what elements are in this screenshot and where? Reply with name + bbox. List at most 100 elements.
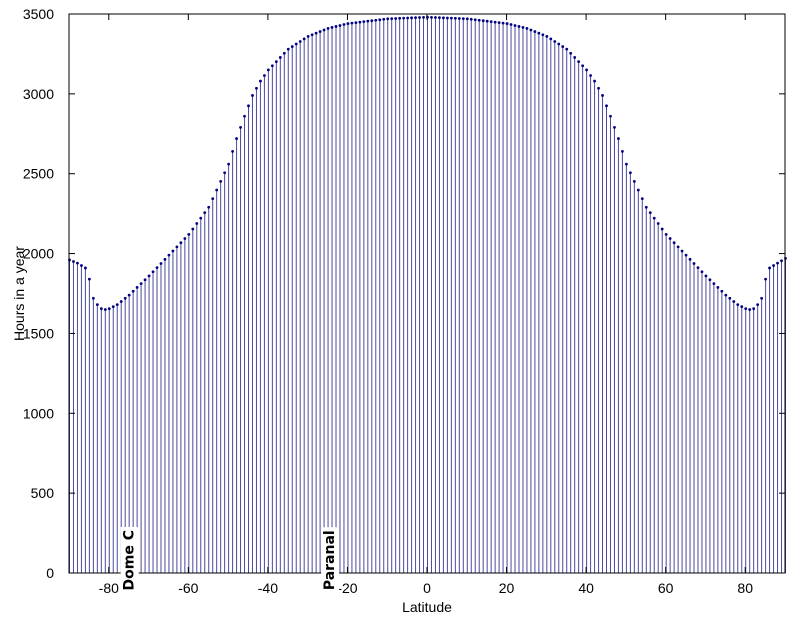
stem-marker: [235, 137, 238, 140]
stem-marker: [107, 307, 111, 311]
stem-marker: [740, 305, 744, 309]
stem-marker: [660, 227, 664, 231]
stem-marker: [481, 19, 485, 23]
stem-marker: [668, 237, 672, 240]
stem-marker: [617, 137, 620, 140]
stem-marker: [187, 233, 191, 236]
stem-marker: [87, 277, 91, 281]
annotation-background: [321, 527, 340, 594]
stem-marker: [310, 33, 314, 37]
annotation-label: Dome C: [122, 530, 138, 590]
stem-marker: [282, 51, 286, 55]
stem-marker: [342, 23, 346, 26]
stem-marker: [147, 274, 151, 278]
stem-marker: [338, 24, 342, 27]
stem-marker: [724, 293, 728, 297]
stem-marker: [219, 179, 223, 183]
stem-marker: [684, 253, 688, 257]
stem-marker: [215, 188, 219, 192]
stem-marker: [211, 197, 215, 201]
stem-marker: [346, 22, 350, 25]
stem-marker: [322, 28, 326, 32]
y-tick-label: 2000: [23, 246, 54, 262]
stem-marker: [251, 94, 254, 97]
stem-marker: [155, 266, 159, 270]
stem-marker: [545, 34, 549, 38]
stem-marker: [374, 18, 378, 22]
stem-marker: [72, 260, 75, 263]
stem-marker: [529, 28, 533, 32]
stem-marker: [768, 266, 771, 270]
stem-marker: [290, 45, 294, 48]
stem-marker: [442, 16, 445, 20]
x-tick-label: 80: [737, 580, 753, 596]
y-tick-label: 0: [46, 565, 54, 581]
annotation: Paranal: [321, 527, 340, 594]
stem-marker: [601, 94, 604, 97]
x-tick-label: -20: [337, 580, 357, 596]
stem-marker: [131, 289, 135, 293]
x-axis: -80 -60 -40 -20 0 20 40 60 80: [99, 14, 753, 596]
stem-marker: [438, 16, 441, 20]
stem-marker: [263, 74, 266, 77]
stem-marker: [621, 149, 624, 153]
annotation: Dome C: [120, 526, 139, 594]
annotation-label: Paranal: [322, 530, 338, 590]
stem-marker: [354, 21, 358, 25]
stem-marker: [744, 307, 748, 311]
stem-marker: [294, 42, 298, 46]
annotation-background: [120, 526, 139, 594]
stem-marker: [537, 31, 541, 35]
stem-marker: [91, 296, 95, 300]
stem-marker: [728, 296, 732, 300]
stem-marker: [640, 197, 644, 201]
stem-marker: [163, 257, 167, 261]
stem-marker: [314, 31, 318, 35]
stem-marker: [632, 179, 636, 183]
stem-marker: [692, 262, 696, 265]
stem-marker: [664, 233, 668, 236]
stem-marker: [350, 21, 354, 25]
stem-marker: [465, 17, 469, 21]
stem-marker: [183, 237, 187, 240]
stem-marker: [151, 270, 155, 274]
stem-marker: [613, 125, 616, 129]
stem-marker: [378, 18, 382, 22]
stem-marker: [585, 68, 589, 72]
stem-marker: [533, 30, 537, 33]
stem-marker: [80, 264, 83, 267]
stem-marker: [326, 26, 330, 30]
stem-marker: [139, 282, 143, 285]
stem-marker: [589, 74, 592, 77]
stem-marker: [191, 227, 195, 231]
stem-marker: [123, 296, 127, 300]
stem-marker: [748, 308, 752, 311]
stem-marker: [549, 37, 553, 41]
stem-marker: [410, 16, 413, 20]
x-tick-label: 60: [658, 580, 674, 596]
stem-marker: [680, 249, 684, 253]
stem-marker: [644, 205, 648, 209]
stem-marker: [103, 308, 107, 311]
stem-marker: [227, 162, 231, 166]
stem-marker: [362, 20, 366, 24]
stem-marker: [119, 300, 123, 303]
stem-marker: [207, 205, 211, 209]
stem-marker: [712, 282, 716, 285]
stem-marker: [298, 40, 302, 43]
stem-marker: [382, 17, 386, 21]
x-tick-label: 40: [578, 580, 594, 596]
y-tick-label: 1500: [23, 325, 54, 341]
stem-marker: [473, 18, 477, 22]
stem-marker: [593, 79, 596, 83]
stem-marker: [557, 42, 561, 46]
stem-marker: [561, 45, 565, 48]
stem-marker: [390, 17, 394, 21]
stem-marker: [247, 104, 250, 108]
y-tick-label: 3500: [23, 6, 54, 22]
stem-marker: [175, 245, 179, 249]
stem-marker: [609, 114, 612, 118]
stem-marker: [402, 16, 406, 20]
stem-marker: [648, 211, 652, 215]
stem-marker: [195, 222, 199, 225]
